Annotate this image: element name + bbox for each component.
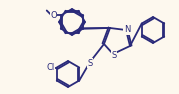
Text: S: S <box>87 58 93 67</box>
Text: S: S <box>111 50 117 60</box>
Text: Cl: Cl <box>47 63 55 72</box>
Text: O: O <box>50 11 57 20</box>
Text: N: N <box>124 25 130 34</box>
